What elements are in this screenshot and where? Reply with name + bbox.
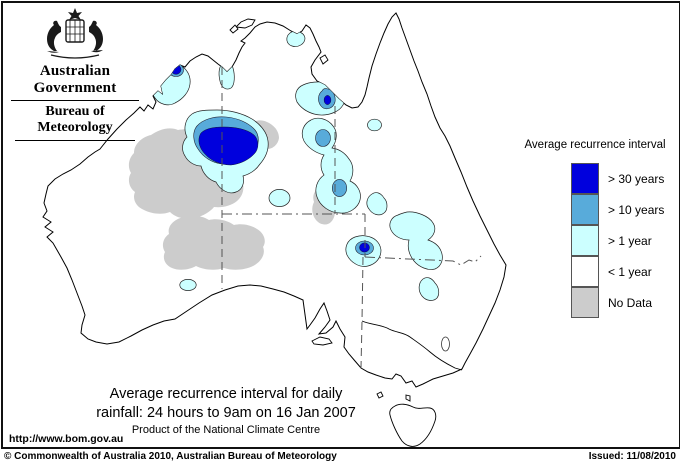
legend-rows: > 30 years > 10 years > 1 year < 1 year … [571,162,679,318]
bathurst-island [229,24,239,34]
rain-region-wa-nt-border [218,60,235,90]
legend-row: < 1 year [571,255,679,287]
rain-region-sa [179,279,197,291]
legend-swatch-lt1 [571,255,599,287]
crest-shield-pattern [66,20,84,42]
rain-region-gt30-kimberley [170,64,182,75]
groote-eylandt [319,54,329,65]
caption-line2: rainfall: 24 hours to 9am on 16 Jan 2007 [96,405,356,421]
caption-line1: Average recurrence interval for daily [109,386,343,402]
border-sa-nsw-vic [360,256,364,369]
legend-label: < 1 year [608,264,652,279]
legend-swatch-nodata [571,286,599,318]
legend-row: > 10 years [571,193,679,225]
map-frame: Australian Government Bureau of Meteorol… [1,1,680,449]
no-data-region-wa-south [162,215,265,270]
bom-logo: Australian Government Bureau of Meteorol… [11,7,139,141]
legend-label: > 30 years [608,171,665,186]
australia-map [42,12,507,447]
rain-region-gt10-qld-b [331,179,347,197]
kangaroo-island [311,336,333,346]
footer-strip: © Commonwealth of Australia 2010, Austra… [0,449,680,467]
logo-text-government: Australian Government [11,63,139,101]
flinders-island [405,394,411,402]
rainfall-regions [128,30,443,301]
rain-region-nsw-crescent [418,277,440,301]
legend: Average recurrence interval > 30 years >… [511,139,679,318]
legend-row: No Data [571,286,679,318]
rain-region-east-nt [366,192,388,216]
rain-region-gt30-central [198,126,259,166]
rain-region-gt30-gulf [323,95,332,105]
tasmania [389,403,437,447]
king-island [376,391,384,399]
legend-title: Average recurrence interval [524,139,666,151]
legend-label: > 10 years [608,202,665,217]
rain-region-qld-nsw-chain [389,211,443,270]
border-act [441,336,450,352]
legend-swatch-gt30 [571,162,599,194]
coat-of-arms-icon [47,8,103,59]
melville-island [235,18,256,29]
issued-date: Issued: 11/08/2010 [588,451,676,462]
map-caption: Average recurrence interval for daily ra… [41,386,411,436]
crest-emu [89,20,103,53]
caption-line3: Product of the National Climate Centre [131,424,321,436]
crest-star [68,8,82,20]
rain-region-nt-south [268,189,291,207]
legend-label: > 1 year [608,233,652,248]
crest-kangaroo [47,20,61,53]
crest-scroll [50,54,100,59]
bom-url: http://www.bom.gov.au [9,433,124,445]
islands [229,18,437,447]
rain-region-top-end [286,30,306,47]
border-nsw-vic-murray [361,320,463,371]
legend-label: No Data [608,295,653,310]
gt30-regions [170,64,370,253]
border-qld-nsw [364,255,482,266]
logo-text-bureau: Bureau of Meteorology [15,101,135,141]
copyright-text: © Commonwealth of Australia 2010, Austra… [4,451,337,462]
rain-region-gt10-qld-a [315,129,331,147]
rain-region-east-of-gulf [367,118,382,132]
legend-row: > 30 years [571,162,679,194]
legend-swatch-gt10 [571,193,599,225]
legend-swatch-gt1 [571,224,599,256]
state-borders [221,67,482,369]
legend-row: > 1 year [571,224,679,256]
